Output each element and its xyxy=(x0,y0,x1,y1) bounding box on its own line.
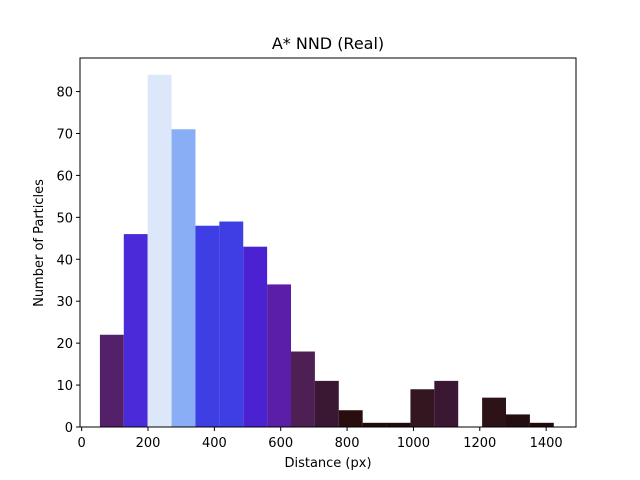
chart-title: A* NND (Real) xyxy=(272,34,384,53)
histogram-bar-18 xyxy=(529,422,554,427)
x-tick-label-4: 800 xyxy=(335,436,360,451)
histogram-bar-0 xyxy=(99,334,124,427)
y-axis-ticks: 0 10 20 30 40 50 60 70 80 xyxy=(56,86,80,436)
x-tick-label-0: 0 xyxy=(78,436,86,451)
y-tick-label-6: 60 xyxy=(56,169,73,184)
histogram-bar-5 xyxy=(219,221,244,427)
y-tick-label-0: 0 xyxy=(65,421,73,436)
plot-frame xyxy=(79,57,577,428)
x-tick-label-1: 200 xyxy=(136,436,161,451)
bars-group xyxy=(99,74,554,428)
y-tick-label-5: 50 xyxy=(56,211,73,226)
histogram-bar-2 xyxy=(147,74,172,428)
histogram-bar-14 xyxy=(434,380,459,428)
histogram-bar-9 xyxy=(314,380,339,428)
y-tick-label-8: 80 xyxy=(56,86,73,101)
histogram-bar-13 xyxy=(410,389,435,427)
y-tick-label-1: 10 xyxy=(56,379,73,394)
histogram-bar-3 xyxy=(171,129,196,427)
y-axis-label: Number of Particles xyxy=(32,179,47,307)
x-tick-label-6: 1200 xyxy=(463,436,496,451)
histogram-bar-11 xyxy=(362,422,387,427)
y-tick-label-7: 70 xyxy=(56,127,73,142)
histogram-bar-12 xyxy=(386,422,411,427)
x-tick-label-5: 1000 xyxy=(397,436,430,451)
histogram-bar-10 xyxy=(338,410,363,427)
x-tick-label-2: 400 xyxy=(202,436,227,451)
histogram-bar-16 xyxy=(482,397,506,427)
x-axis-ticks: 0 200 400 600 800 1000 1200 1400 xyxy=(78,427,563,451)
y-tick-label-2: 20 xyxy=(56,337,73,352)
x-axis-label: Distance (px) xyxy=(284,456,371,471)
x-tick-label-7: 1400 xyxy=(530,436,563,451)
histogram-bar-17 xyxy=(506,414,530,427)
histogram-bar-7 xyxy=(267,284,292,427)
x-tick-label-3: 600 xyxy=(268,436,293,451)
histogram-bar-8 xyxy=(291,351,315,427)
y-tick-label-3: 30 xyxy=(56,295,73,310)
histogram-bar-6 xyxy=(243,246,268,427)
histogram-bar-4 xyxy=(195,225,220,427)
histogram-bar-1 xyxy=(123,234,148,427)
y-tick-label-4: 40 xyxy=(56,253,73,268)
